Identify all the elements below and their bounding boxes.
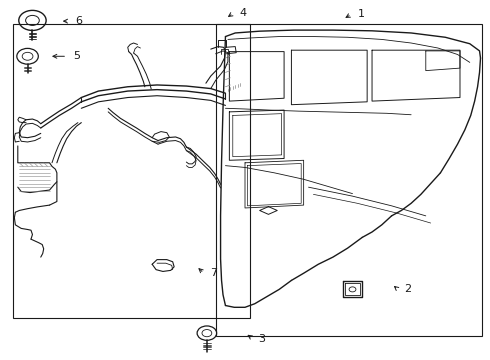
Text: 5: 5	[73, 51, 80, 61]
Bar	[13, 24, 250, 318]
Text: 3: 3	[259, 333, 266, 343]
Text: 6: 6	[75, 16, 82, 26]
Bar	[216, 24, 482, 336]
Text: 7: 7	[210, 268, 217, 278]
Text: 4: 4	[239, 8, 246, 18]
Text: 1: 1	[357, 9, 365, 19]
Text: 2: 2	[404, 284, 411, 294]
